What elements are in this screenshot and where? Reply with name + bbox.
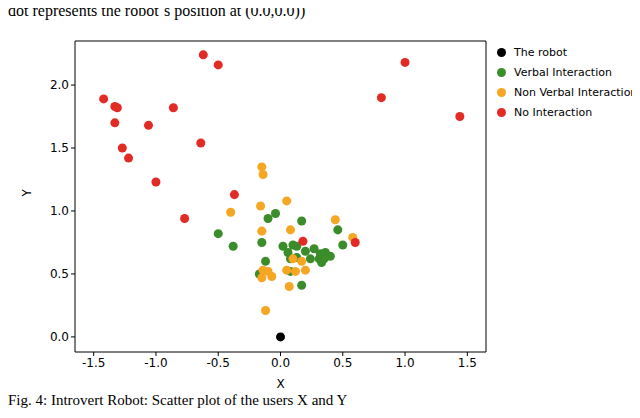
svg-text:-1.0: -1.0 xyxy=(144,356,167,370)
svg-text:1.0: 1.0 xyxy=(50,204,69,218)
svg-text:1.5: 1.5 xyxy=(458,356,477,370)
html-text:Fig. 4: Introvert Robot: Scatt: Fig. 4: Introvert Robot: Scatter plot of… xyxy=(8,392,348,408)
svg-text:-1.5: -1.5 xyxy=(82,356,105,370)
svg-text:Y: Y xyxy=(20,189,34,198)
html-text:Verbal Interaction: Verbal Interaction xyxy=(514,65,612,79)
svg-text:0.0: 0.0 xyxy=(271,356,290,370)
svg-text:-0.5: -0.5 xyxy=(207,356,230,370)
html-text:dot represents the robot´s pos: dot represents the robot´s position at (… xyxy=(8,2,306,19)
html-text:No Interaction: No Interaction xyxy=(514,105,593,119)
html-text:The robot: The robot xyxy=(514,45,567,59)
svg-text:2.0: 2.0 xyxy=(50,78,69,92)
svg-text:0.0: 0.0 xyxy=(50,330,69,344)
svg-text:0.5: 0.5 xyxy=(50,267,69,281)
svg-text:X: X xyxy=(276,377,284,388)
svg-text:1.5: 1.5 xyxy=(50,141,69,155)
svg-text:1.0: 1.0 xyxy=(395,356,414,370)
html-text:Non Verbal Interaction: Non Verbal Interaction xyxy=(514,85,638,99)
svg-text:0.5: 0.5 xyxy=(333,356,352,370)
